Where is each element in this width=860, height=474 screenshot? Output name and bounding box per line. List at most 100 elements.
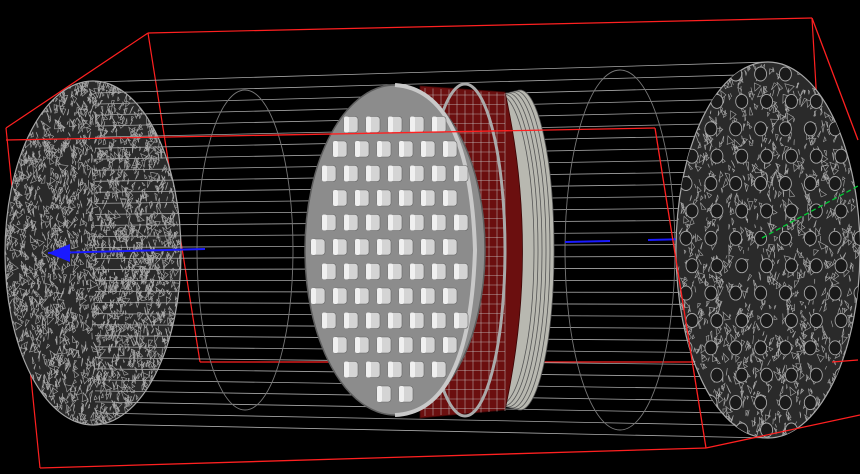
cylinder-line (94, 73, 771, 94)
mesh-hole (760, 258, 774, 274)
mesh-hole (784, 313, 798, 328)
mesh-hole (679, 230, 693, 246)
mesh-hole (704, 176, 718, 191)
mesh-hole (834, 203, 848, 219)
mesh-hole (729, 176, 743, 191)
mesh-hole (778, 176, 792, 191)
disk-hole-highlight (399, 288, 404, 304)
disk-hole-highlight (432, 312, 437, 329)
mesh-hole (809, 93, 823, 109)
mesh-hole (685, 258, 699, 274)
disk-hole-highlight (333, 190, 338, 206)
mesh-hole (778, 285, 792, 301)
cylinder-line (94, 423, 771, 439)
mesh-hole (853, 230, 860, 246)
mesh-hole (784, 367, 798, 383)
mesh-hole (834, 313, 848, 328)
disk-hole-highlight (344, 312, 349, 329)
disk-hole-highlight (366, 361, 371, 378)
disk-hole-highlight (388, 165, 393, 182)
cylinder-line (94, 412, 771, 427)
disk-hole-highlight (322, 214, 327, 231)
mesh-hole (735, 203, 749, 219)
mesh-hole (828, 285, 842, 301)
mesh-hole (803, 340, 817, 356)
disk-hole-highlight (443, 141, 448, 157)
disk-hole-highlight (410, 165, 415, 182)
disk-hole-highlight (443, 337, 448, 353)
disk-edge (394, 83, 478, 417)
disk-hole-highlight (388, 263, 393, 280)
mesh-hole (784, 148, 798, 164)
mesh-hole (685, 313, 699, 328)
mesh-hole (710, 203, 724, 219)
disk-hole-highlight (432, 214, 437, 231)
mesh-hole (778, 230, 792, 246)
disk-hole-highlight (366, 116, 371, 133)
disk-hole-highlight (366, 165, 371, 182)
disk-hole-highlight (377, 288, 382, 304)
disk-hole-highlight (410, 312, 415, 329)
disk-hole-highlight (388, 361, 393, 378)
mesh-hole (809, 148, 823, 164)
mesh-hole (803, 230, 817, 246)
mesh-hole (784, 93, 798, 109)
mesh-hole (710, 148, 724, 164)
disk-hole-highlight (344, 214, 349, 231)
mesh-hole (778, 395, 792, 411)
mesh-hole (809, 313, 823, 328)
mesh-hole (809, 367, 823, 383)
mesh-hole (834, 258, 848, 274)
disk-hole-highlight (377, 239, 382, 255)
mesh-hole (729, 230, 743, 246)
mesh-hole (710, 313, 724, 328)
mesh-hole (735, 367, 749, 383)
disk-hole-highlight (333, 337, 338, 353)
mesh-hole (754, 285, 768, 301)
mesh-hole (760, 367, 774, 383)
disk-hole-highlight (366, 214, 371, 231)
mesh-hole (760, 422, 774, 438)
disk-hole-highlight (410, 116, 415, 133)
disk-hole-highlight (410, 361, 415, 378)
disk-hole-highlight (333, 239, 338, 255)
mesh-hole (704, 285, 718, 301)
disk-hole-highlight (432, 116, 437, 133)
disk-hole-highlight (399, 239, 404, 255)
bbox-edge (5, 32, 149, 129)
disk-hole-highlight (344, 116, 349, 133)
mesh-hole (729, 395, 743, 411)
disk-hole-highlight (388, 214, 393, 231)
mesh-hole (754, 121, 768, 137)
mesh-hole (803, 285, 817, 301)
mesh-hole (778, 121, 792, 137)
disk-hole-highlight (366, 263, 371, 280)
mesh-hole (735, 148, 749, 164)
bounding-box-front-edges (5, 17, 860, 469)
disk-hole-highlight (421, 190, 426, 206)
mesh-hole (778, 340, 792, 356)
disk-hole-highlight (366, 312, 371, 329)
disk-hole-highlight (377, 386, 382, 402)
mesh-hole (853, 285, 860, 301)
mesh-hole (679, 285, 693, 301)
bbox-edge (5, 127, 656, 141)
y-axis-marker (761, 185, 859, 239)
bbox-edge (654, 127, 707, 449)
disk-hole-highlight (322, 312, 327, 329)
bbox-edge (705, 414, 860, 449)
mesh-hole (828, 176, 842, 191)
bbox-edge (831, 359, 859, 363)
mesh-hole (735, 258, 749, 274)
mesh-hole (735, 93, 749, 109)
mesh-hole (729, 340, 743, 356)
disk-hole-highlight (355, 141, 360, 157)
mesh-hole (710, 367, 724, 383)
disk-hole-highlight (454, 214, 459, 231)
disk-hole-highlight (377, 141, 382, 157)
disk-hole-highlight (410, 214, 415, 231)
disk-hole-highlight (311, 239, 316, 255)
disk-hole-highlight (355, 239, 360, 255)
